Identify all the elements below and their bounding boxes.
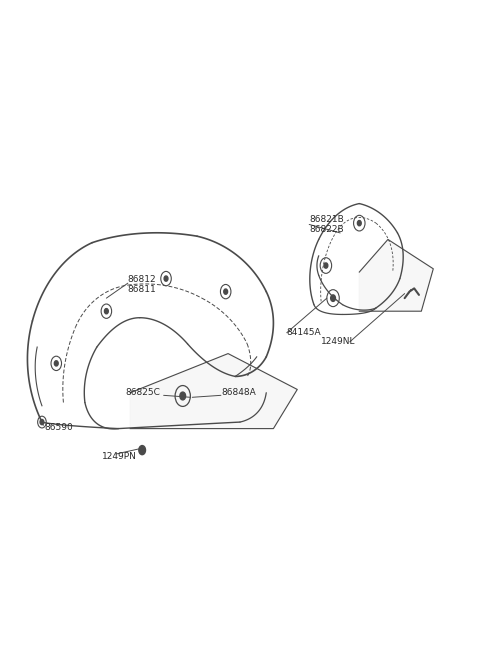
Text: 86825C: 86825C [125, 388, 160, 397]
Text: 86811: 86811 [128, 285, 156, 294]
Circle shape [331, 295, 336, 301]
Circle shape [180, 392, 186, 400]
Circle shape [164, 276, 168, 281]
Circle shape [358, 221, 361, 226]
Text: 1249NL: 1249NL [321, 337, 356, 346]
Polygon shape [130, 354, 297, 428]
Circle shape [139, 445, 145, 455]
Text: 86590: 86590 [44, 423, 73, 432]
Text: 84145A: 84145A [287, 328, 322, 337]
Text: 1249PN: 1249PN [102, 452, 136, 461]
Circle shape [54, 361, 58, 366]
Circle shape [105, 309, 108, 314]
Text: 86822B: 86822B [309, 225, 344, 234]
Text: 86848A: 86848A [221, 388, 256, 397]
Circle shape [40, 419, 44, 424]
Polygon shape [360, 240, 433, 311]
Circle shape [224, 289, 228, 294]
Text: 86812: 86812 [128, 275, 156, 284]
Circle shape [324, 263, 328, 268]
Text: 86821B: 86821B [309, 215, 344, 225]
